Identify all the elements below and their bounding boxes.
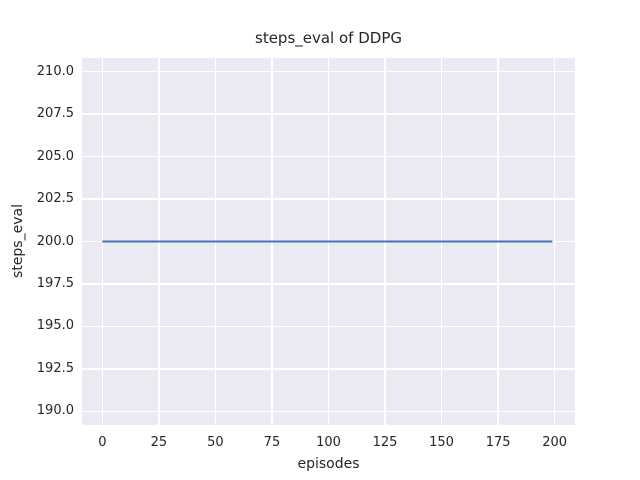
x-tick-label: 25 bbox=[150, 435, 168, 450]
x-tick-label: 75 bbox=[263, 435, 281, 450]
x-axis-label: episodes bbox=[297, 456, 360, 472]
y-tick-label: 207.5 bbox=[36, 106, 74, 122]
y-tick-label: 195.0 bbox=[36, 318, 74, 334]
y-gridline bbox=[82, 283, 575, 285]
y-gridline bbox=[82, 368, 575, 370]
y-gridline bbox=[82, 410, 575, 413]
x-tick-label: 150 bbox=[429, 435, 454, 450]
y-gridline bbox=[82, 70, 575, 73]
y-tick-label: 197.5 bbox=[36, 275, 74, 291]
y-gridline bbox=[82, 325, 575, 328]
y-tick-label: 190.0 bbox=[36, 403, 74, 419]
chart-title: steps_eval of DDPG bbox=[255, 29, 402, 47]
x-tick-label: 200 bbox=[542, 435, 568, 450]
y-gridline bbox=[82, 113, 575, 115]
y-tick-label: 210.0 bbox=[36, 63, 74, 79]
x-tick-label: 50 bbox=[207, 435, 224, 450]
y-tick-label: 200.0 bbox=[36, 233, 74, 249]
y-gridline bbox=[82, 155, 575, 158]
y-tick-label: 205.0 bbox=[36, 148, 74, 164]
x-tick-label: 100 bbox=[316, 435, 341, 450]
y-gridline bbox=[82, 198, 575, 200]
x-tick-label: 0 bbox=[98, 435, 107, 450]
x-tick-label: 175 bbox=[485, 435, 511, 450]
y-tick-label: 192.5 bbox=[36, 360, 74, 376]
x-tick-label: 125 bbox=[372, 435, 398, 450]
y-tick-label: 202.5 bbox=[36, 191, 74, 207]
